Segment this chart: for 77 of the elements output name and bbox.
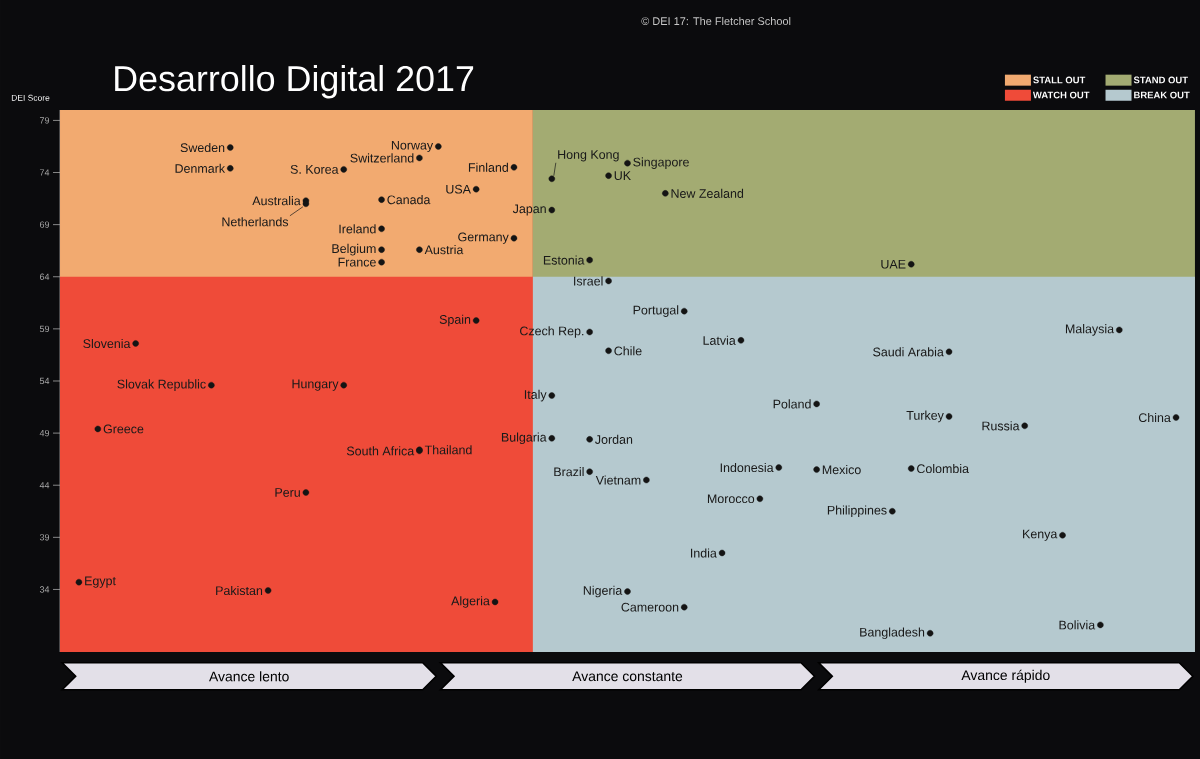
y-axis-title: DEI Score	[11, 94, 50, 101]
series-label: Austria	[424, 245, 464, 255]
series-label: Cameroon	[621, 602, 679, 612]
series-label: Chile	[614, 346, 642, 356]
series-label: Saudi Arabia	[873, 347, 944, 357]
series-label: India	[691, 548, 717, 558]
series-label: Egypt	[85, 576, 116, 588]
series-label: Canada	[387, 195, 431, 205]
legend-label: STAND OUT	[1133, 76, 1188, 84]
series-label: Estonia	[543, 255, 585, 265]
legend-label: BREAK OUT	[1134, 91, 1190, 99]
series-label: Colombia	[917, 463, 969, 474]
y-tick-label: 44	[39, 482, 50, 489]
series-label: UAE	[881, 259, 906, 269]
series-label: Denmark	[175, 163, 226, 173]
series-label: Peru	[275, 488, 300, 497]
series-label: Australia	[252, 196, 301, 206]
series-label: Russia	[982, 421, 1020, 431]
series-label: Bangladesh	[860, 627, 925, 640]
chart-title: Desarrollo Digital 2017	[115, 65, 474, 99]
y-tick-label: 34	[39, 586, 50, 593]
series-label: New Zealand	[671, 188, 744, 198]
series-label: S. Korea	[290, 165, 339, 174]
series-label: Israel	[574, 276, 603, 286]
series-label: Thailand	[424, 445, 472, 455]
series-label: Vietnam	[595, 475, 641, 485]
x-tick-label: Avance rápido	[961, 669, 1050, 683]
legend-label: STALL OUT	[1033, 76, 1086, 84]
legend-label: WATCH OUT	[1032, 91, 1090, 99]
series-label: Singapore	[633, 157, 689, 169]
series-label: Poland	[773, 399, 811, 409]
series-label: Germany	[458, 232, 509, 244]
series-label: Turkey	[906, 410, 944, 423]
series-label: UK	[614, 171, 631, 180]
x-tick-label: Avance lento	[209, 671, 289, 682]
series-label: Greece	[103, 424, 144, 434]
series-label: Slovenia	[83, 338, 131, 349]
text: © DEI 17: The Fletcher School	[641, 16, 791, 26]
series-label: South Africa	[346, 446, 415, 456]
series-label: Hong Kong	[558, 150, 619, 162]
series-label: Sweden	[180, 142, 225, 153]
y-tick-label: 59	[39, 325, 50, 333]
series-label: Jordan	[595, 434, 633, 444]
series-label: Malaysia	[1065, 324, 1115, 336]
x-tick-label: Avance constante	[572, 671, 683, 682]
series-label: Morocco	[707, 494, 755, 504]
series-label: Kenya	[1023, 529, 1058, 541]
series-label: Netherlands	[222, 217, 289, 227]
series-label: Finland	[468, 162, 508, 172]
series-label: Indonesia	[720, 462, 774, 473]
y-tick-label: 39	[39, 534, 50, 541]
series-label: Algeria	[451, 596, 490, 608]
series-label: Philippines	[827, 505, 887, 518]
series-label: Norway	[391, 140, 434, 153]
y-tick-label: 79	[39, 117, 50, 124]
y-tick-label: 49	[39, 429, 50, 437]
series-label: China	[1138, 412, 1171, 423]
series-label: Belgium	[332, 243, 376, 256]
series-label: Portugal	[633, 305, 679, 317]
y-tick-label: 74	[39, 169, 50, 176]
series-label: USA	[446, 184, 471, 194]
series-label: Ireland	[339, 224, 376, 234]
series-label: Brazil	[554, 467, 584, 477]
series-label: Nigeria	[583, 585, 623, 598]
series-label: Hungary	[292, 379, 339, 391]
series-label: Mexico	[822, 465, 861, 475]
series-label: Spain	[439, 314, 471, 327]
series-label: Pakistan	[216, 585, 263, 596]
series-label: Latvia	[703, 335, 736, 345]
series-label: Japan	[512, 204, 546, 216]
series-label: Switzerland	[350, 153, 414, 163]
y-tick-label: 64	[39, 273, 50, 280]
series-label: Bolivia	[1059, 620, 1096, 630]
y-tick-label: 54	[39, 377, 50, 385]
y-tick-label: 69	[39, 221, 50, 228]
series-label: Slovak Republic	[117, 379, 206, 391]
series-label: France	[338, 257, 376, 267]
